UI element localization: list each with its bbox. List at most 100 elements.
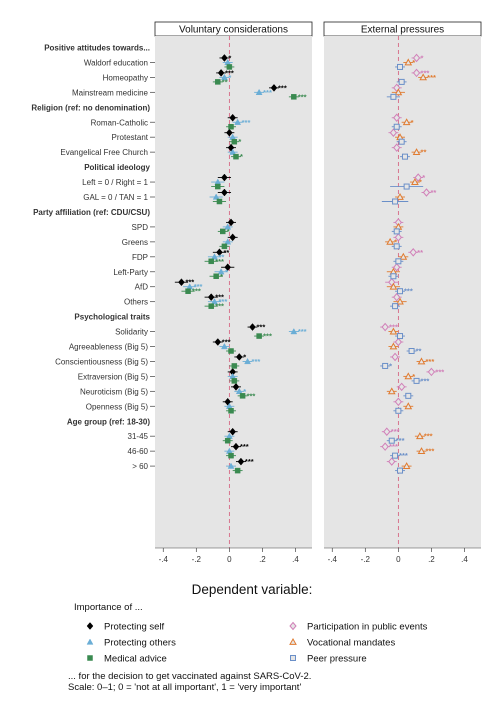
legend-label: Participation in public events — [307, 622, 428, 633]
point-protecting-self — [229, 427, 237, 436]
significance-stars: *** — [192, 287, 201, 296]
panel-title: Voluntary considerations — [179, 25, 288, 36]
point-protecting-self — [224, 263, 232, 272]
point-protecting-others — [227, 462, 235, 469]
significance-stars: *** — [389, 323, 398, 332]
row-header-age-group-ref-18-30: Age group (ref: 18-30) — [67, 417, 150, 426]
legend-item-participation-in-public-events: Participation in public events — [289, 622, 428, 633]
point-medical-advice — [256, 333, 262, 339]
point-medical-advice — [185, 288, 191, 294]
point-protecting-self — [214, 338, 222, 346]
row-label-roman-catholic: Roman-Catholic — [91, 118, 148, 127]
row-label-solidarity: Solidarity — [115, 328, 148, 337]
point-medical-advice — [213, 273, 219, 279]
significance-stars: *** — [427, 73, 436, 82]
point-medical-advice — [234, 467, 241, 474]
point-protecting-self — [217, 69, 225, 77]
row-label-others: Others — [124, 298, 148, 307]
significance-stars: *** — [278, 83, 287, 92]
point-medical-advice — [224, 437, 231, 444]
legend-item-protecting-others: Protecting others — [86, 638, 176, 649]
point-protecting-self — [232, 382, 240, 391]
significance-stars: *** — [389, 442, 398, 451]
point-vocational-mandates — [389, 327, 398, 335]
significance-stars: *** — [257, 323, 266, 332]
point-peer-pressure — [397, 288, 404, 295]
x-tick-label: 0 — [396, 555, 401, 564]
significance-stars: *** — [240, 442, 249, 451]
significance-stars: * — [411, 118, 414, 127]
significance-stars: *** — [252, 357, 261, 366]
point-participation-in-public-events — [381, 442, 389, 451]
point-protecting-others — [224, 238, 232, 245]
point-participation-in-public-events — [409, 248, 417, 257]
point-medical-advice — [239, 393, 246, 399]
significance-stars: *** — [391, 427, 400, 436]
panel-title: External pressures — [361, 25, 444, 36]
point-peer-pressure — [403, 183, 410, 190]
legend-item-vocational-mandates: Vocational mandates — [289, 637, 395, 649]
row-label-protestant: Protestant — [112, 133, 149, 142]
x-tick-label: -.2 — [361, 555, 371, 564]
point-protecting-others — [224, 223, 232, 230]
point-medical-advice — [228, 124, 234, 130]
point-medical-advice — [231, 378, 238, 384]
significance-stars: * — [227, 227, 230, 236]
x-tick-label: -.4 — [328, 555, 338, 564]
significance-stars: * — [421, 53, 424, 62]
point-participation-in-public-events — [393, 113, 401, 123]
point-peer-pressure — [392, 303, 399, 310]
point-peer-pressure — [395, 407, 402, 414]
significance-stars: * — [228, 53, 231, 62]
row-header-political-ideology: Political ideology — [84, 163, 150, 172]
row-label-60: > 60 — [132, 462, 148, 471]
point-medical-advice — [215, 183, 221, 190]
significance-stars: *** — [435, 367, 444, 376]
point-protecting-others — [234, 118, 242, 125]
significance-stars: *** — [426, 357, 435, 366]
row-label-left-0-right-1: Left = 0 / Right = 1 — [82, 178, 148, 187]
point-protecting-self — [221, 173, 228, 182]
point-protecting-self — [207, 293, 215, 302]
point-protecting-others — [211, 298, 218, 305]
point-protecting-others — [244, 357, 251, 365]
significance-stars: *** — [194, 282, 203, 291]
point-peer-pressure — [408, 348, 415, 354]
point-vocational-mandates — [404, 402, 413, 410]
point-vocational-mandates — [402, 462, 411, 469]
point-participation-in-public-events — [394, 397, 403, 407]
significance-stars: * — [422, 173, 425, 182]
point-medical-advice — [221, 243, 228, 250]
legend-marker — [87, 655, 93, 661]
point-medical-advice — [233, 153, 239, 160]
significance-stars: *** — [263, 88, 272, 97]
significance-stars: ** — [430, 188, 436, 197]
point-peer-pressure — [390, 93, 397, 100]
legend-item-protecting-self: Protecting self — [86, 622, 165, 633]
point-medical-advice — [228, 408, 234, 414]
significance-stars: ** — [222, 77, 228, 86]
point-peer-pressure — [392, 452, 399, 459]
point-medical-advice — [216, 198, 223, 205]
significance-stars: ** — [421, 148, 427, 157]
panel-voluntary-considerations: Voluntary considerations-.4 -.2 0.2.4*****… — [154, 21, 313, 564]
point-peer-pressure — [401, 153, 408, 160]
significance-stars: *** — [424, 432, 433, 441]
point-participation-in-public-events — [389, 128, 398, 137]
point-protecting-others — [211, 253, 218, 260]
significance-stars: *** — [185, 278, 194, 287]
point-protecting-self — [232, 442, 240, 451]
row-label-waldorf-education: Waldorf education — [84, 58, 148, 67]
point-peer-pressure — [393, 228, 400, 235]
legend-marker — [289, 637, 297, 645]
series-medical-advice: ************************ — [181, 64, 307, 474]
significance-stars: * — [238, 137, 241, 146]
point-vocational-mandates — [416, 432, 424, 440]
point-medical-advice — [220, 228, 226, 235]
point-protecting-self — [221, 54, 228, 62]
point-protecting-self — [235, 353, 243, 361]
legend-item-medical-advice: Medical advice — [87, 654, 167, 665]
point-peer-pressure — [382, 362, 389, 369]
point-vocational-mandates — [386, 237, 394, 245]
significance-stars: *** — [242, 118, 251, 127]
